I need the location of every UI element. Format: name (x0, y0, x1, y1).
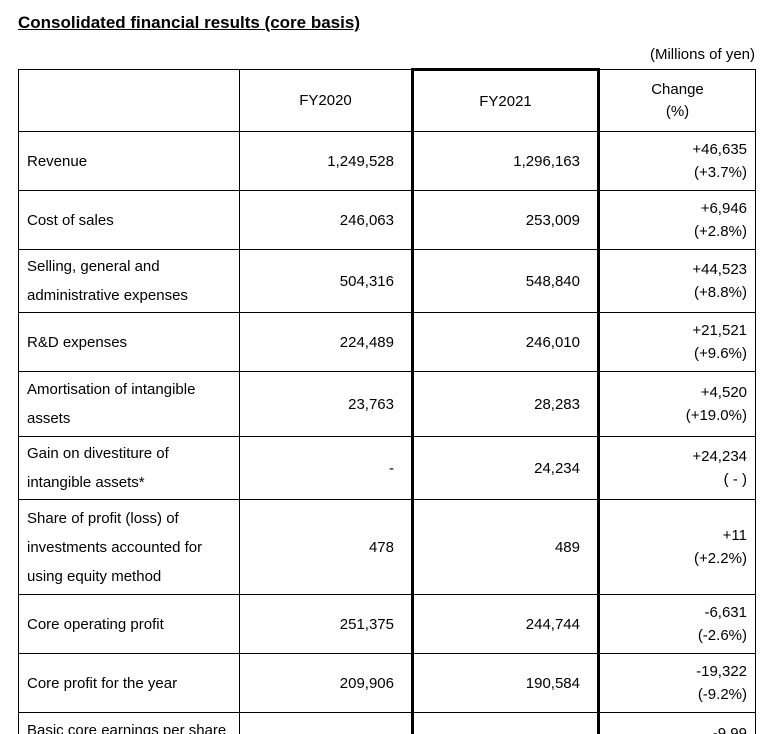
fy2021-value: 244,744 (411, 594, 600, 654)
page-title: Consolidated financial results (core bas… (18, 13, 360, 32)
fy2020-value: 504,316 (239, 249, 413, 313)
table-header-row: FY2020 FY2021 Change (%) (18, 68, 756, 132)
row-label: Core operating profit (18, 594, 240, 654)
fy2021-value: 548,840 (411, 249, 600, 313)
row-label: Core profit for the year (18, 653, 240, 713)
change-percent: (+2.2%) (694, 550, 747, 567)
change-value: +4,520 (+19.0%) (598, 371, 756, 437)
table-row: Share of profit (loss) of investments ac… (18, 499, 756, 595)
fy2021-value: 24,234 (411, 436, 600, 500)
fy2021-value: 489 (411, 499, 600, 595)
row-label: Revenue (18, 131, 240, 191)
financial-results-table: FY2020 FY2021 Change (%) Revenue 1,249,5… (18, 68, 756, 734)
change-percent: (+8.8%) (694, 284, 747, 301)
fy2020-value: - (239, 436, 413, 500)
change-percent: (+3.7%) (694, 164, 747, 181)
header-fy2021: FY2021 (411, 68, 600, 132)
fy2021-value: 190,584 (411, 653, 600, 713)
change-value: +44,523 (+8.8%) (598, 249, 756, 313)
table-row: Core profit for the year 209,906 190,584… (18, 653, 756, 713)
fy2020-value: 224,489 (239, 312, 413, 372)
header-fy2020: FY2020 (239, 69, 413, 132)
change-percent: (-9.2%) (697, 686, 747, 703)
row-label: Cost of sales (18, 190, 240, 250)
change-amount: +46,635 (692, 141, 747, 158)
row-label: Gain on divestiture of intangible assets… (18, 436, 240, 500)
table-row: Basic core earnings per share (yen) 113.… (18, 712, 756, 734)
change-percent: (+9.6%) (694, 345, 747, 362)
fy2021-value: 1,296,163 (411, 131, 600, 191)
table-row: Amortisation of intangible assets 23,763… (18, 371, 756, 437)
table-row: Selling, general and administrative expe… (18, 249, 756, 313)
fy2020-value: 113.03 (239, 712, 413, 734)
change-value: -9.99 (-8.8%) (598, 712, 756, 734)
fy2020-value: 209,906 (239, 653, 413, 713)
change-amount: +4,520 (700, 384, 747, 401)
fy2020-value: 478 (239, 499, 413, 595)
row-label: Share of profit (loss) of investments ac… (18, 499, 240, 595)
change-amount: +21,521 (692, 322, 747, 339)
fy2021-value: 103.03 (411, 712, 600, 734)
change-percent: (-2.6%) (697, 627, 747, 644)
fy2020-value: 1,249,528 (239, 131, 413, 191)
header-change: Change (%) (598, 69, 756, 132)
fy2021-value: 28,283 (411, 371, 600, 437)
change-amount: +6,946 (700, 200, 747, 217)
change-amount: -6,631 (704, 604, 747, 621)
change-amount: -9.99 (712, 725, 747, 734)
header-change-line1: Change (651, 80, 704, 98)
change-percent: (+19.0%) (685, 407, 747, 424)
change-value: +21,521 (+9.6%) (598, 312, 756, 372)
change-amount: -19,322 (696, 663, 747, 680)
change-percent: ( - ) (723, 471, 747, 488)
change-value: +6,946 (+2.8%) (598, 190, 756, 250)
row-label: Selling, general and administrative expe… (18, 249, 240, 313)
unit-note: (Millions of yen) (649, 46, 755, 63)
change-value: +11 (+2.2%) (598, 499, 756, 595)
fy2021-value: 253,009 (411, 190, 600, 250)
table-row: Gain on divestiture of intangible assets… (18, 436, 756, 500)
change-value: +24,234 ( - ) (598, 436, 756, 500)
table-row: Cost of sales 246,063 253,009 +6,946 (+2… (18, 190, 756, 250)
header-label-cell (18, 69, 240, 132)
change-amount: +11 (722, 527, 747, 544)
fy2021-value: 246,010 (411, 312, 600, 372)
row-label: R&D expenses (18, 312, 240, 372)
row-label: Amortisation of intangible assets (18, 371, 240, 437)
row-label: Basic core earnings per share (yen) (18, 712, 240, 734)
header-change-line2: (%) (665, 102, 690, 120)
table-row: Core operating profit 251,375 244,744 -6… (18, 594, 756, 654)
change-amount: +44,523 (692, 261, 747, 278)
change-value: +46,635 (+3.7%) (598, 131, 756, 191)
table-row: Revenue 1,249,528 1,296,163 +46,635 (+3.… (18, 131, 756, 191)
change-value: -6,631 (-2.6%) (598, 594, 756, 654)
fy2020-value: 246,063 (239, 190, 413, 250)
change-percent: (+2.8%) (694, 223, 747, 240)
fy2020-value: 251,375 (239, 594, 413, 654)
fy2020-value: 23,763 (239, 371, 413, 437)
change-value: -19,322 (-9.2%) (598, 653, 756, 713)
change-amount: +24,234 (692, 448, 747, 465)
table-row: R&D expenses 224,489 246,010 +21,521 (+9… (18, 312, 756, 372)
